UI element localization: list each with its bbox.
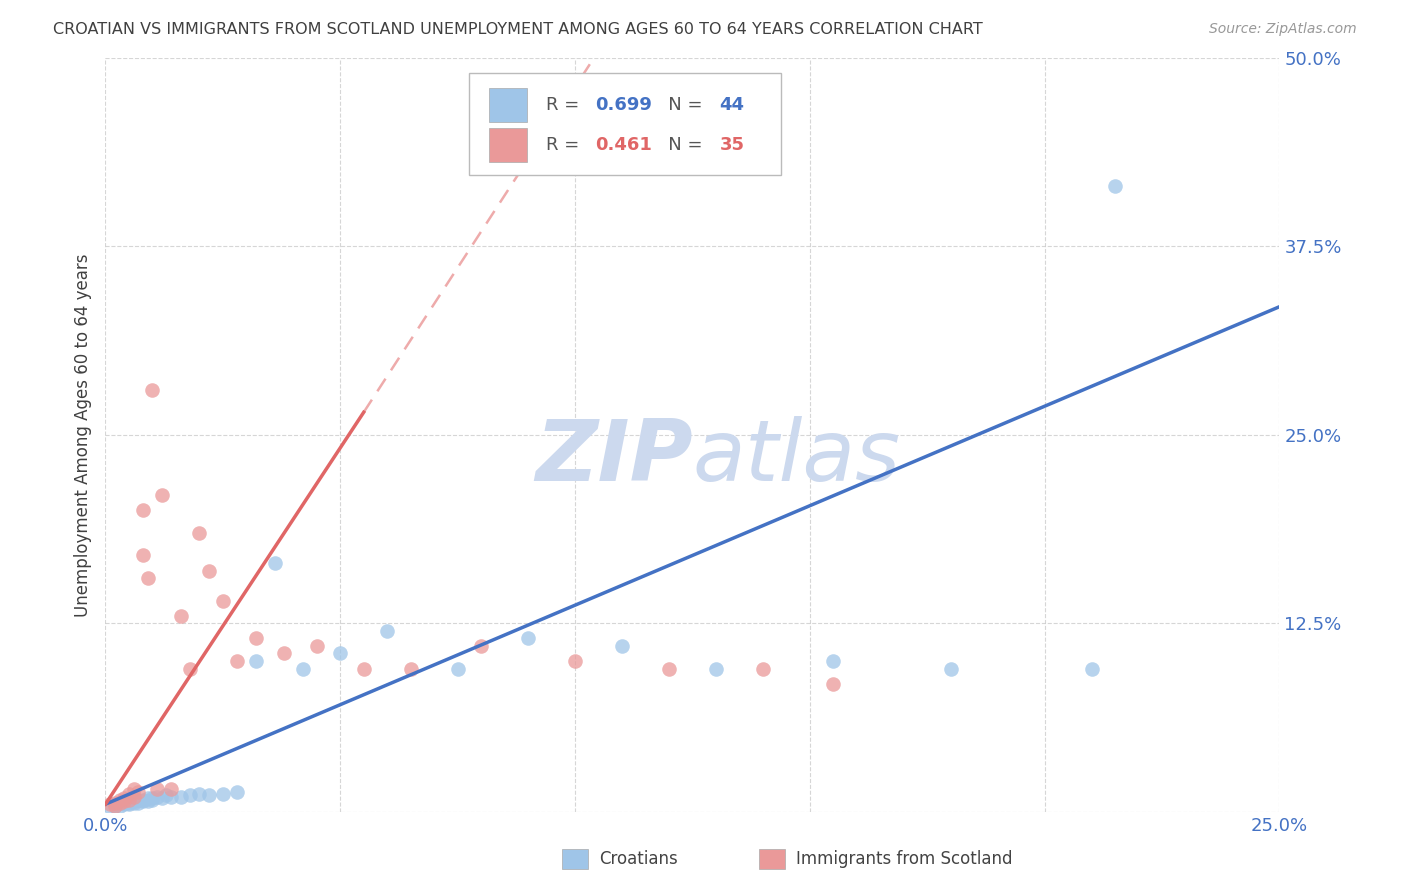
Point xyxy=(470,639,492,653)
Point xyxy=(197,788,219,802)
Point xyxy=(155,788,177,802)
Point xyxy=(823,676,845,690)
Point xyxy=(112,794,135,808)
Point xyxy=(610,639,633,653)
Point xyxy=(939,661,962,675)
Point xyxy=(179,788,201,802)
Point xyxy=(273,647,295,661)
Point xyxy=(291,661,314,675)
Point xyxy=(132,549,155,563)
Point xyxy=(141,791,163,805)
Point xyxy=(118,794,141,808)
Point xyxy=(329,647,352,661)
Point xyxy=(226,785,249,799)
Text: CROATIAN VS IMMIGRANTS FROM SCOTLAND UNEMPLOYMENT AMONG AGES 60 TO 64 YEARS CORR: CROATIAN VS IMMIGRANTS FROM SCOTLAND UNE… xyxy=(53,22,983,37)
Point xyxy=(564,654,586,668)
Point xyxy=(752,661,775,675)
Point xyxy=(146,789,169,804)
Text: ZIP: ZIP xyxy=(534,416,693,499)
Text: R =: R = xyxy=(546,136,585,153)
Point xyxy=(122,789,145,804)
Point xyxy=(160,782,183,797)
Point xyxy=(146,782,169,797)
Point xyxy=(118,787,141,801)
Text: N =: N = xyxy=(651,96,709,114)
Point xyxy=(188,525,211,540)
Point xyxy=(132,794,155,808)
Point xyxy=(305,639,328,653)
Point xyxy=(136,794,159,808)
Point xyxy=(211,787,233,801)
Text: 35: 35 xyxy=(720,136,744,153)
Point xyxy=(108,796,131,810)
Point xyxy=(127,792,149,806)
Point xyxy=(98,800,121,814)
Point xyxy=(141,383,163,397)
Point xyxy=(1104,179,1126,194)
Point xyxy=(122,796,145,810)
Point xyxy=(122,782,145,797)
Point xyxy=(132,503,155,517)
Point xyxy=(136,791,159,805)
Point xyxy=(179,661,201,675)
Point xyxy=(132,792,155,806)
Point xyxy=(160,789,183,804)
Point xyxy=(112,796,135,810)
Point xyxy=(122,794,145,808)
Point xyxy=(112,794,135,808)
Point xyxy=(127,785,149,799)
Point xyxy=(108,796,131,810)
Point xyxy=(108,798,131,813)
Point xyxy=(150,488,173,502)
Text: 0.461: 0.461 xyxy=(595,136,652,153)
Point xyxy=(263,556,285,570)
Point xyxy=(447,661,470,675)
Point xyxy=(104,798,127,813)
Text: Source: ZipAtlas.com: Source: ZipAtlas.com xyxy=(1209,22,1357,37)
FancyBboxPatch shape xyxy=(489,128,527,161)
Point xyxy=(375,624,398,638)
Text: atlas: atlas xyxy=(693,416,900,499)
Point xyxy=(658,661,681,675)
Point xyxy=(226,654,249,668)
Point xyxy=(104,797,127,812)
Point xyxy=(118,797,141,812)
FancyBboxPatch shape xyxy=(470,73,780,175)
Point xyxy=(104,798,127,813)
Point xyxy=(245,632,267,646)
Point xyxy=(112,791,135,805)
Point xyxy=(141,792,163,806)
Point xyxy=(169,608,191,623)
Point xyxy=(98,797,121,812)
Point xyxy=(118,796,141,810)
Point xyxy=(353,661,375,675)
Point xyxy=(517,632,540,646)
Point xyxy=(136,571,159,585)
Point xyxy=(399,661,422,675)
Bar xyxy=(562,849,588,869)
Point xyxy=(1080,661,1102,675)
Text: Croatians: Croatians xyxy=(599,850,678,868)
Point xyxy=(108,792,131,806)
Point xyxy=(112,797,135,812)
Point xyxy=(169,789,191,804)
Text: Immigrants from Scotland: Immigrants from Scotland xyxy=(796,850,1012,868)
FancyBboxPatch shape xyxy=(489,88,527,122)
Text: N =: N = xyxy=(651,136,709,153)
Point xyxy=(118,792,141,806)
Text: 44: 44 xyxy=(720,96,744,114)
Bar xyxy=(759,849,785,869)
Text: 0.699: 0.699 xyxy=(595,96,652,114)
Point xyxy=(127,796,149,810)
Point xyxy=(211,593,233,607)
Point xyxy=(104,796,127,810)
Point xyxy=(245,654,267,668)
Y-axis label: Unemployment Among Ages 60 to 64 years: Unemployment Among Ages 60 to 64 years xyxy=(73,253,91,616)
Point xyxy=(150,791,173,805)
Point xyxy=(704,661,727,675)
Point xyxy=(197,564,219,578)
Text: R =: R = xyxy=(546,96,585,114)
Point xyxy=(823,654,845,668)
Point xyxy=(188,787,211,801)
